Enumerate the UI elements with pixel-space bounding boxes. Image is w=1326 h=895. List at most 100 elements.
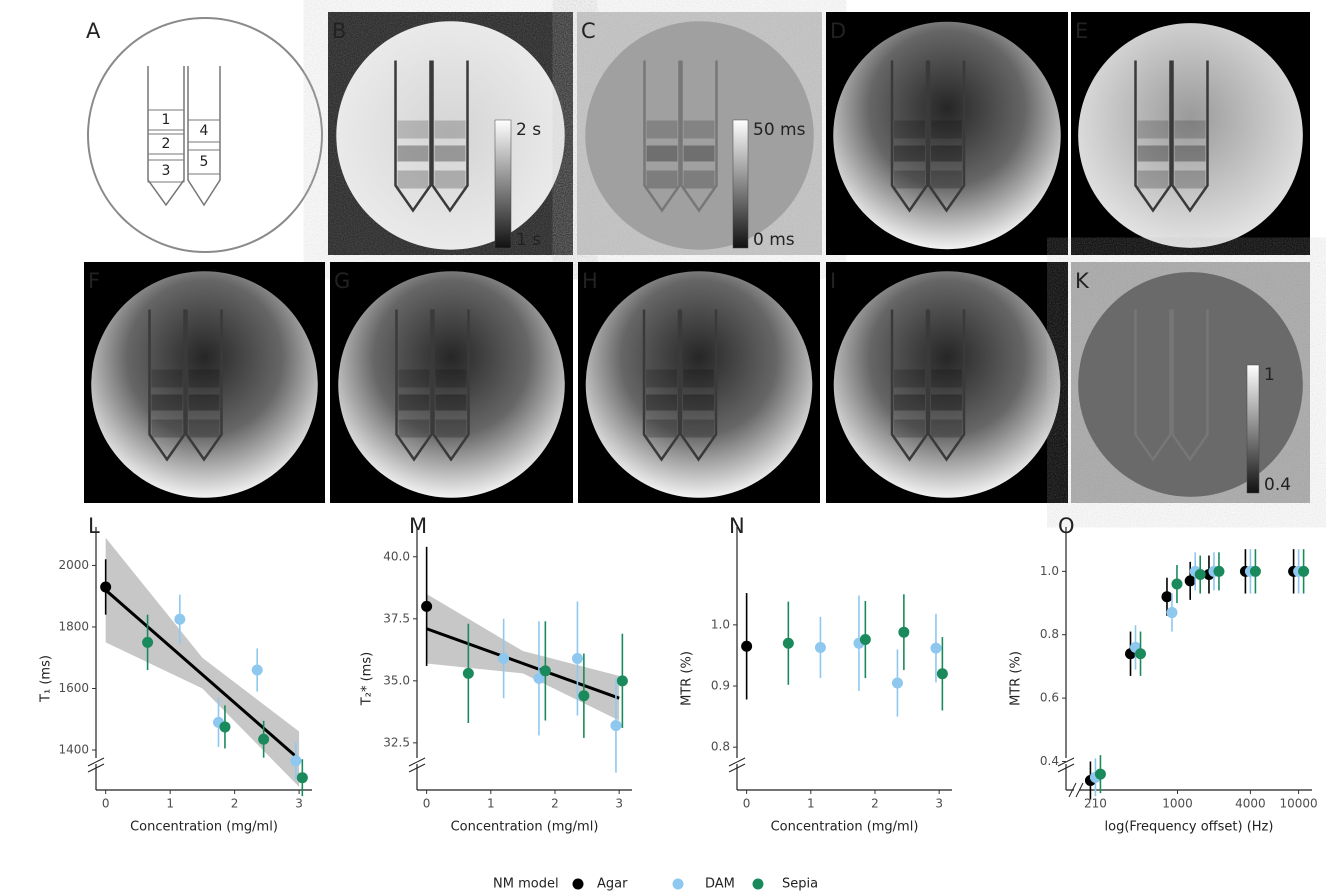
colorbar-min: 0 ms xyxy=(753,230,795,250)
panel-letter: H xyxy=(582,269,598,293)
tube-layer xyxy=(683,395,714,411)
colorbar-max: 2 s xyxy=(516,120,541,140)
legend-label: Sepia xyxy=(782,877,818,892)
point xyxy=(421,601,432,612)
tube-layer xyxy=(435,171,466,189)
x-tick-label: 2 xyxy=(551,797,559,811)
point xyxy=(142,637,153,648)
point xyxy=(898,627,909,638)
y-tick-label: 1800 xyxy=(58,619,89,633)
x-tick-label: 2 xyxy=(231,797,239,811)
point xyxy=(1298,566,1309,577)
tube-layer xyxy=(931,420,962,438)
tube-layer xyxy=(683,370,714,388)
y-tick-label: 1400 xyxy=(58,743,89,757)
tube-layer xyxy=(646,395,677,411)
tube-layer xyxy=(646,420,677,438)
point xyxy=(1135,648,1146,659)
tube-layer xyxy=(189,420,220,438)
x-tick-label: 210 xyxy=(1084,797,1107,811)
tube-layer xyxy=(189,395,220,411)
panel-letter: F xyxy=(88,269,100,293)
charts: 1400 1600 1800 2000 0 1 2 3 Concentration (mg/ml… xyxy=(39,514,1318,892)
tube-layer xyxy=(1138,171,1169,189)
point xyxy=(219,721,230,732)
figure: 12345ABCDEFGHIK2 s1 s50 ms0 ms10.4 14001… xyxy=(0,0,1326,895)
tube-layer xyxy=(399,370,430,388)
y-axis-title: T₂* (ms) xyxy=(360,652,375,706)
colorbar xyxy=(1247,365,1259,493)
point xyxy=(252,665,263,676)
colorbar-min: 0.4 xyxy=(1264,475,1291,495)
tube-layer xyxy=(152,395,183,411)
x-tick-label: 10000 xyxy=(1280,797,1318,811)
tube-layer xyxy=(894,395,925,411)
tube-layer xyxy=(436,420,467,438)
point xyxy=(100,581,111,592)
tube-label: 1 xyxy=(162,112,171,128)
point xyxy=(1250,566,1261,577)
tube-layer xyxy=(436,370,467,388)
legend-swatch xyxy=(573,879,584,890)
tube-layer xyxy=(1175,171,1206,189)
legend-title: NM model xyxy=(493,877,559,892)
tube-label: 2 xyxy=(162,136,171,152)
tube-layer xyxy=(894,420,925,438)
point xyxy=(892,677,903,688)
y-tick-label: 0.4 xyxy=(1040,754,1059,768)
tube-layer xyxy=(399,420,430,438)
tube-layer xyxy=(647,121,678,139)
point xyxy=(1161,591,1172,602)
x-tick-label: 1 xyxy=(487,797,495,811)
x-tick-label: 3 xyxy=(615,797,623,811)
point xyxy=(930,643,941,654)
y-tick-label: 40.0 xyxy=(383,549,410,563)
tube-layer xyxy=(435,121,466,139)
x-tick-label: 3 xyxy=(295,797,303,811)
point xyxy=(617,675,628,686)
x-tick-label: 1 xyxy=(166,797,174,811)
y-axis-title: MTR (%) xyxy=(680,651,695,706)
fit-line xyxy=(106,590,299,759)
y-tick-label: 0.6 xyxy=(1040,691,1059,705)
panel-letter: C xyxy=(581,19,596,43)
x-axis-title: Concentration (mg/ml) xyxy=(130,820,278,835)
legend-swatch xyxy=(753,879,764,890)
point xyxy=(610,720,621,731)
y-tick-label: 0.8 xyxy=(1040,627,1059,641)
tube-label: 5 xyxy=(200,154,209,170)
point xyxy=(1213,566,1224,577)
legend-swatch xyxy=(673,879,684,890)
x-axis-title: Concentration (mg/ml) xyxy=(451,820,599,835)
x-tick-label: 0 xyxy=(743,797,751,811)
panel-letter: M xyxy=(409,514,427,538)
tube-layer xyxy=(189,370,220,388)
x-tick-label: 0 xyxy=(423,797,431,811)
y-axis-title: MTR (%) xyxy=(1009,651,1024,706)
point xyxy=(290,755,301,766)
tube-layer xyxy=(646,370,677,388)
tube-label: 3 xyxy=(162,163,171,179)
panel-letter: G xyxy=(334,269,350,293)
colorbar-min: 1 s xyxy=(516,230,541,250)
confidence-band xyxy=(427,594,620,721)
x-tick-label: 1 xyxy=(807,797,815,811)
point xyxy=(258,734,269,745)
y-tick-label: 1.0 xyxy=(711,617,730,631)
axis-break-gap xyxy=(411,758,423,764)
y-tick-label: 1600 xyxy=(58,681,89,695)
panel-letter: K xyxy=(1075,269,1090,293)
tube-layer xyxy=(894,370,925,388)
point xyxy=(860,634,871,645)
tube-layer xyxy=(435,146,466,162)
tube-layer xyxy=(931,121,962,139)
panel-letter: O xyxy=(1058,514,1075,538)
panel-letter: A xyxy=(86,19,101,43)
y-tick-label: 2000 xyxy=(58,558,89,572)
tube-layer xyxy=(398,121,429,139)
panel-letter: L xyxy=(88,514,100,538)
tube-layer xyxy=(684,171,715,189)
x-tick-label: 1000 xyxy=(1162,797,1193,811)
tube-layer xyxy=(436,395,467,411)
tube-layer xyxy=(1138,121,1169,139)
